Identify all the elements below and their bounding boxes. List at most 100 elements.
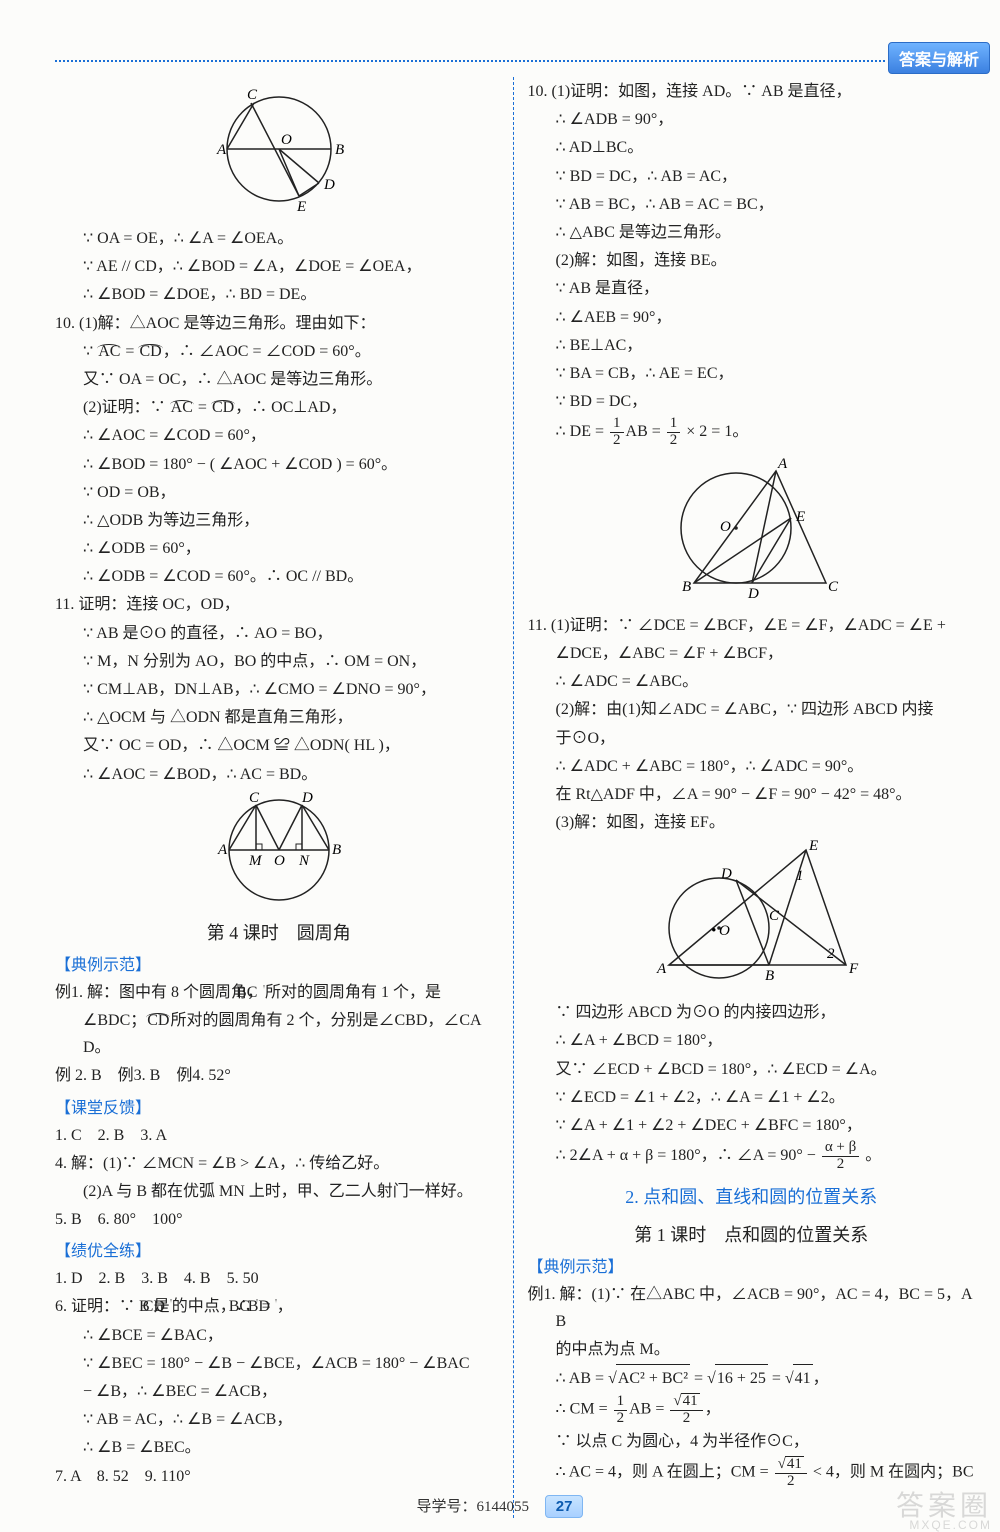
text-line: ∴ 2∠A + α + β = 180°，∴ ∠A = 90° − α + β2… [528, 1140, 976, 1173]
svg-text:F: F [848, 961, 859, 977]
text-line: 11. (1)证明：∵ ∠DCE = ∠BCF，∠E = ∠F，∠ADC = ∠… [528, 612, 976, 639]
text-line: 7. A 8. 52 9. 110° [55, 1463, 503, 1490]
svg-text:A: A [217, 842, 228, 858]
figure-1: A B C D E O [55, 81, 503, 221]
text-line: 例1. 解：图中有 8 个圆周角，BC所对的圆周角有 1 个，是 [55, 979, 503, 1006]
text-line: ∵ ∠ECD = ∠1 + ∠2，∴ ∠A = ∠1 + ∠2。 [528, 1084, 976, 1111]
left-column: A B C D E O ∵ OA = OE，∴ ∠A = ∠OEA。 ∵ AE … [55, 77, 514, 1518]
text-line: ∵ CM⊥AB，DN⊥AB，∴ ∠CMO = ∠DNO = 90°， [55, 676, 503, 703]
blue-heading: 【绩优全练】 [55, 1237, 503, 1261]
text-line: 又∵ OC = OD，∴ △OCM ≌ △ODN( HL )， [55, 732, 503, 759]
blue-heading: 【课堂反馈】 [55, 1094, 503, 1118]
text-line: ∴ ∠ODB = ∠COD = 60°。∴ OC // BD。 [55, 563, 503, 590]
text-line: − ∠B，∴ ∠BEC = ∠ACB， [55, 1378, 503, 1405]
section-title: 第 4 课时 圆周角 [55, 919, 503, 945]
svg-text:B: B [765, 968, 774, 984]
text-line: ∵ M，N 分别为 AO，BO 的中点，∴ OM = ON， [55, 648, 503, 675]
page-footer: 导学号：6144055 27 [0, 1495, 1000, 1518]
text-line: 6. 证明：∵ B 是CD的中点，∴ BC = BD， [55, 1293, 503, 1320]
text-line: ∵ AE // CD，∴ ∠BOD = ∠A，∠DOE = ∠OEA， [55, 253, 503, 280]
svg-text:M: M [248, 853, 263, 869]
svg-text:D: D [301, 792, 313, 806]
text-line: 1. C 2. B 3. A [55, 1122, 503, 1149]
svg-text:O: O [274, 853, 285, 869]
text-line: ∠DCE，∠ABC = ∠F + ∠BCF， [528, 640, 976, 667]
svg-text:2: 2 [827, 946, 835, 962]
figure-3: A B C D E O [528, 453, 976, 608]
svg-text:C: C [769, 908, 780, 924]
text-line: ∵ ∠A + ∠1 + ∠2 + ∠DEC + ∠BFC = 180°， [528, 1112, 976, 1139]
text-line: 例 2. B 例3. B 例4. 52° [55, 1062, 503, 1089]
text-line: ∴ ∠BOD = 180° − ( ∠AOC + ∠COD ) = 60°。 [55, 451, 503, 478]
text-line: ∴ ∠ODB = 60°， [55, 535, 503, 562]
figure-2: A B C D M O N [55, 792, 503, 907]
text-line: ∴ ∠BOD = ∠DOE，∴ BD = DE。 [55, 281, 503, 308]
page-number: 27 [545, 1495, 584, 1518]
text-line: 10. (1)解：△AOC 是等边三角形。理由如下： [55, 310, 503, 337]
text-line: ∴ ∠AOC = ∠COD = 60°， [55, 422, 503, 449]
svg-text:O: O [719, 923, 730, 939]
svg-text:E: E [795, 509, 805, 525]
svg-text:A: A [777, 456, 788, 472]
text-line: ∵ ∠BEC = 180° − ∠B − ∠BCE，∠ACB = 180° − … [55, 1350, 503, 1377]
svg-text:C: C [249, 792, 260, 806]
svg-text:D: D [720, 866, 732, 882]
text-line: ∵ OA = OE，∴ ∠A = ∠OEA。 [55, 225, 503, 252]
text-line: ∴ ∠ADC + ∠ABC = 180°，∴ ∠ADC = 90°。 [528, 753, 976, 780]
text-line: ∵ BA = CB，∴ AE = EC， [528, 360, 976, 387]
text-line: ∴ ∠BCE = ∠BAC， [55, 1322, 503, 1349]
svg-text:A: A [656, 961, 667, 977]
text-line: ∵ AB = AC，∴ ∠B = ∠ACB， [55, 1406, 503, 1433]
text-line: 在 Rt△ADF 中，∠A = 90° − ∠F = 90° − 42° = 4… [528, 781, 976, 808]
text-line: ∴ ∠B = ∠BEC。 [55, 1434, 503, 1461]
blue-section-title: 2. 点和圆、直线和圆的位置关系 [528, 1183, 976, 1209]
text-line: ∵ OD = OB， [55, 479, 503, 506]
svg-text:B: B [335, 142, 344, 158]
svg-text:B: B [682, 579, 691, 595]
svg-text:B: B [332, 842, 341, 858]
svg-text:1: 1 [796, 868, 804, 884]
text-line: ∵ BD = DC，∴ AB = AC， [528, 163, 976, 190]
text-line: ∵ 四边形 ABCD 为⊙O 的内接四边形， [528, 999, 976, 1026]
footer-text: 导学号：6144055 [417, 1499, 530, 1515]
text-line: ∵ 以点 C 为圆心，4 为半径作⊙C， [528, 1428, 976, 1455]
figure-4: A B C D E F • O 1 2 [528, 840, 976, 995]
svg-text:O: O [720, 519, 731, 535]
text-line: 5. B 6. 80° 100° [55, 1206, 503, 1233]
text-line: (2)证明：∵ AC = CD，∴ OC⊥AD， [55, 394, 503, 421]
text-line: ∴ DE = 12AB = 12 × 2 = 1。 [528, 416, 976, 449]
text-line: ∴ ∠AEB = 90°， [528, 304, 976, 331]
text-line: 4. 解：(1)∵ ∠MCN = ∠B > ∠A，∴ 传给乙好。 [55, 1150, 503, 1177]
svg-text:A: A [216, 142, 227, 158]
svg-text:E: E [808, 840, 818, 854]
svg-text:O: O [281, 132, 292, 148]
text-line: ∴ △ABC 是等边三角形。 [528, 219, 976, 246]
text-line: ∵ BD = DC， [528, 388, 976, 415]
text-line: ∴ ∠ADC = ∠ABC。 [528, 668, 976, 695]
text-line: 10. (1)证明：如图，连接 AD。∵ AB 是直径， [528, 78, 976, 105]
text-line: ∴ ∠AOC = ∠BOD，∴ AC = BD。 [55, 761, 503, 788]
text-line: 又∵ OA = OC，∴ △AOC 是等边三角形。 [55, 366, 503, 393]
text-line: ∴ ∠ADB = 90°， [528, 106, 976, 133]
text-line: 例1. 解：(1)∵ 在△ABC 中，∠ACB = 90°，AC = 4，BC … [528, 1281, 976, 1335]
svg-text:E: E [296, 199, 306, 215]
text-line: ∠BDC；CD所对的圆周角有 2 个，分别是∠CBD，∠CAD。 [55, 1007, 503, 1061]
svg-text:•: • [711, 923, 716, 939]
text-line: 的中点为点 M。 [528, 1336, 976, 1363]
blue-heading: 【典例示范】 [528, 1253, 976, 1277]
section-title: 第 1 课时 点和圆的位置关系 [528, 1221, 976, 1247]
text-line: ∴ BE⊥AC， [528, 332, 976, 359]
text-line: 11. 证明：连接 OC，OD， [55, 591, 503, 618]
text-line: 于⊙O， [528, 725, 976, 752]
content-columns: A B C D E O ∵ OA = OE，∴ ∠A = ∠OEA。 ∵ AE … [55, 77, 975, 1518]
header-badge: 答案与解析 [888, 42, 990, 74]
text-line: (3)解：如图，连接 EF。 [528, 809, 976, 836]
svg-text:D: D [323, 177, 335, 193]
text-line: ∴ AD⊥BC。 [528, 134, 976, 161]
right-column: 10. (1)证明：如图，连接 AD。∵ AB 是直径， ∴ ∠ADB = 90… [528, 77, 976, 1518]
text-line: ∴ CM = 12AB = 412， [528, 1393, 976, 1427]
text-line: ∴ △OCM 与 △ODN 都是直角三角形， [55, 704, 503, 731]
svg-text:N: N [298, 853, 310, 869]
page: 答案与解析 A B C D E O [0, 0, 1000, 1530]
text-line: (2)解：由(1)知∠ADC = ∠ABC，∵ 四边形 ABCD 内接 [528, 696, 976, 723]
